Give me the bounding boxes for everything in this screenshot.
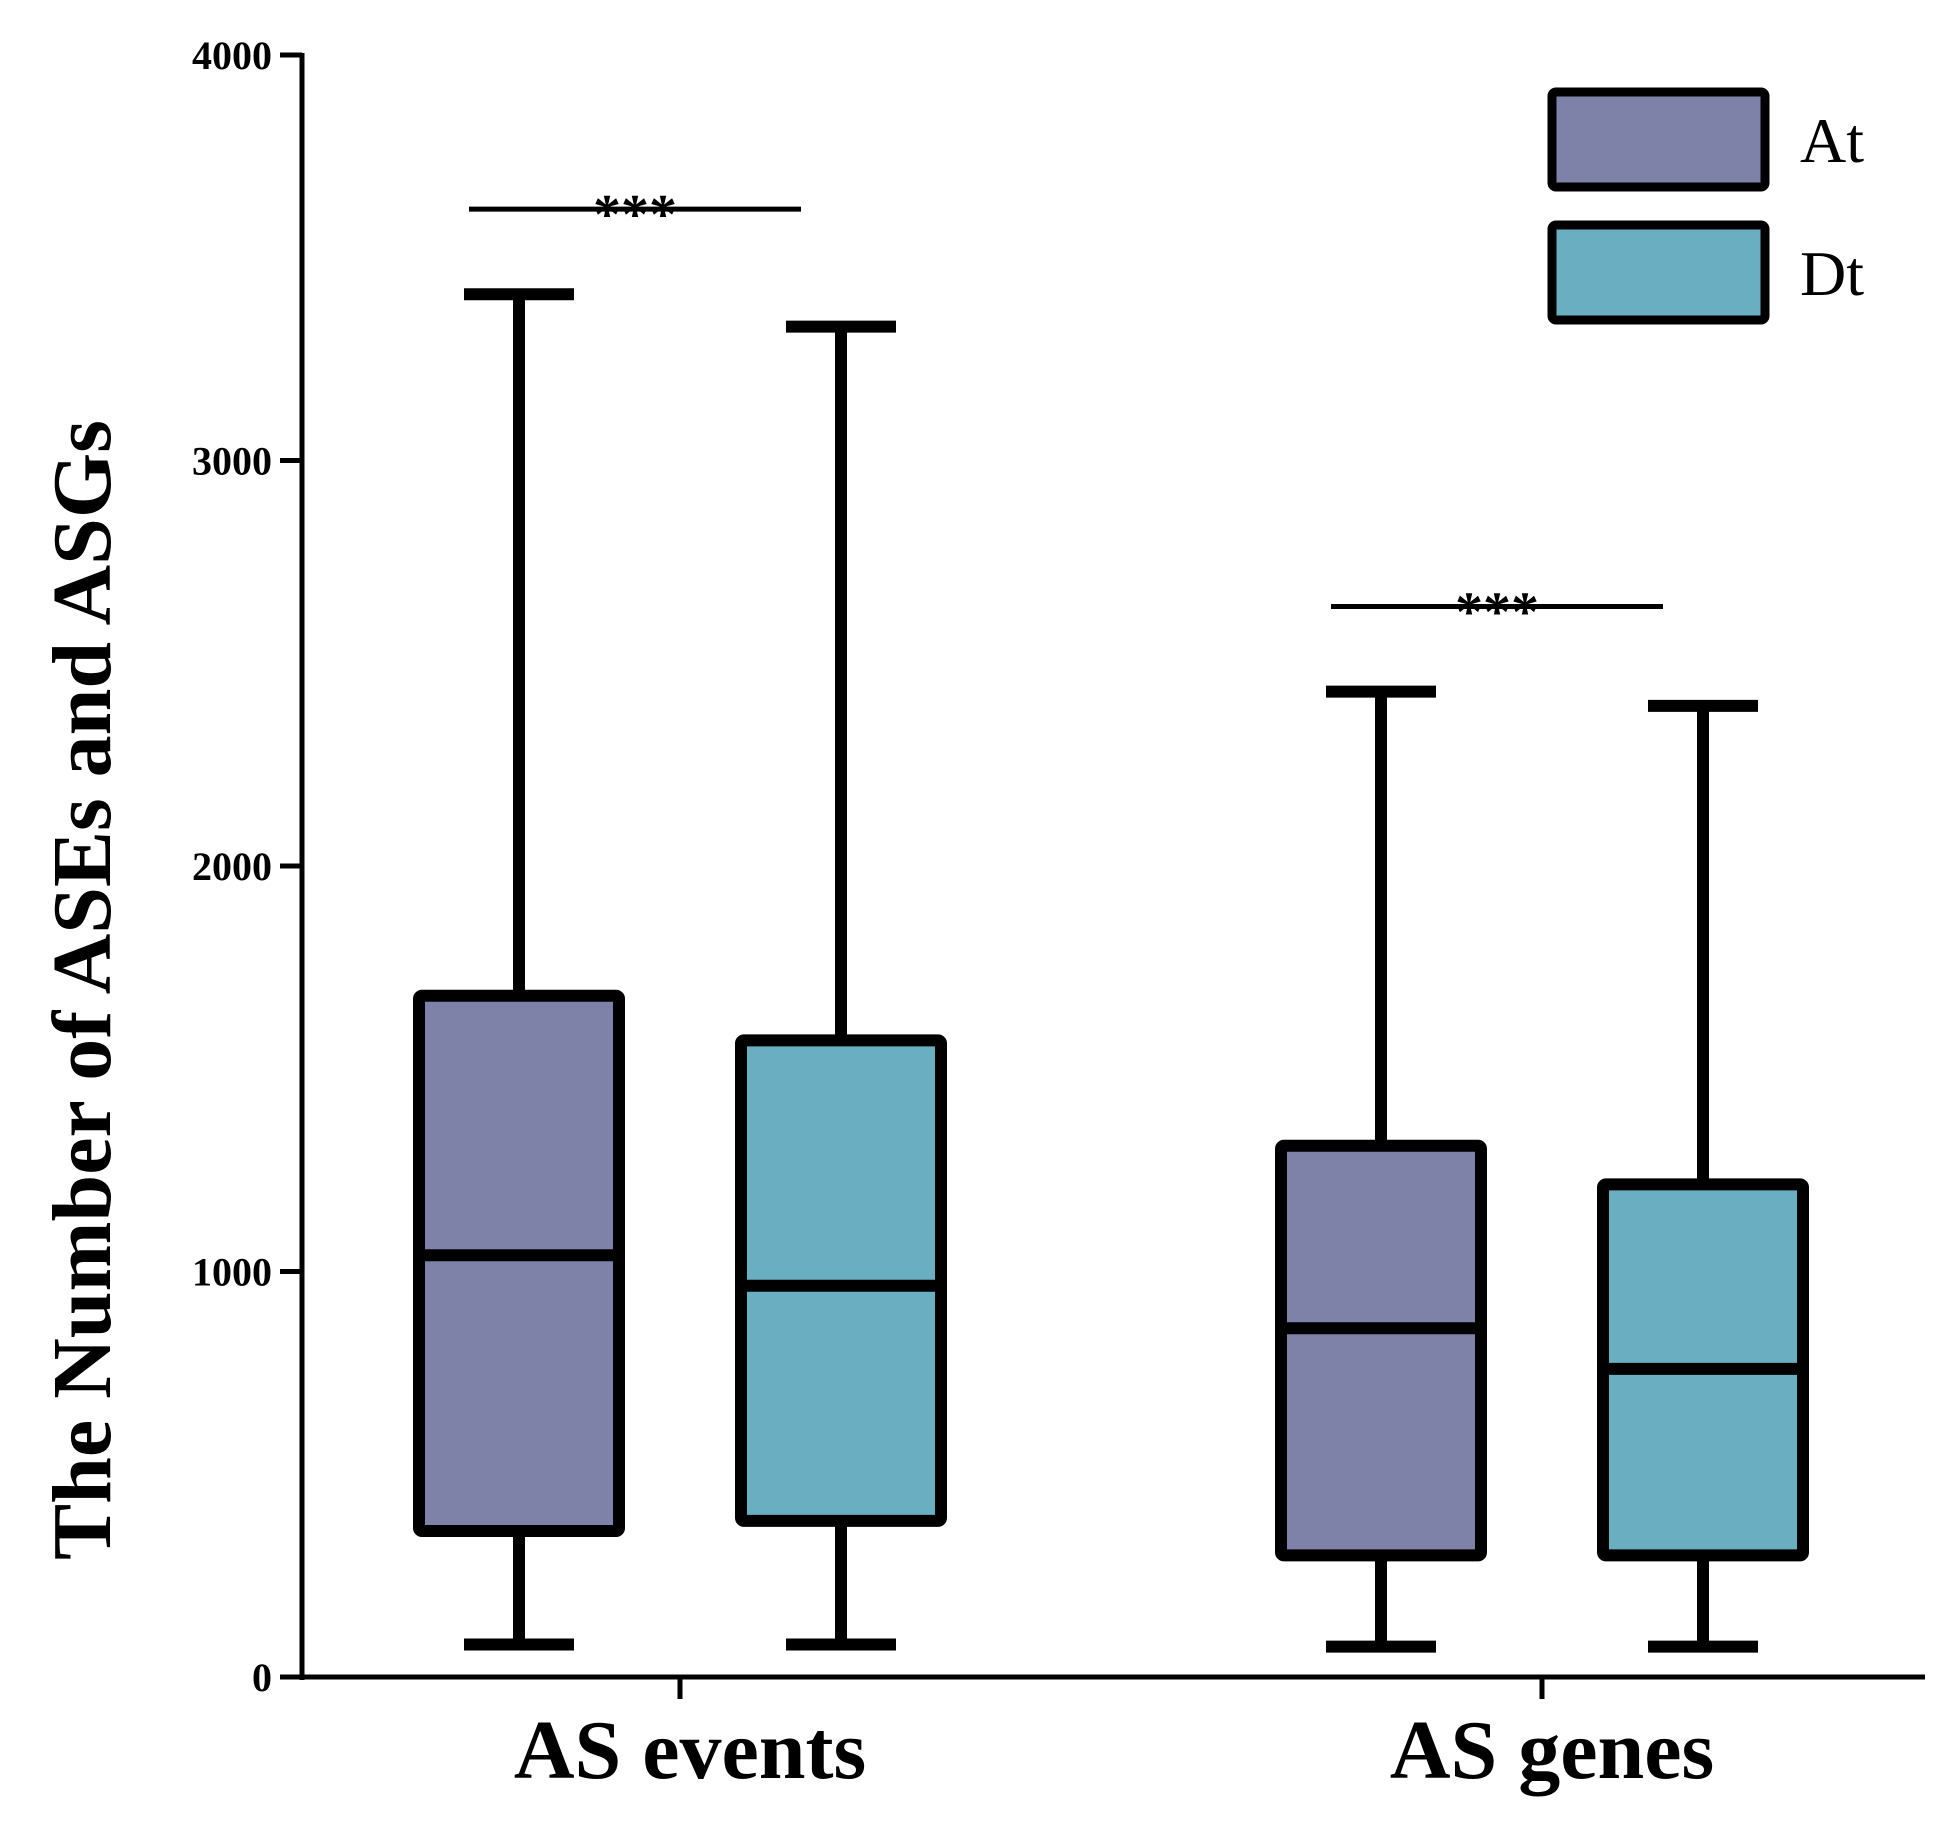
box-series — [413, 288, 1809, 1653]
y-tick-label: 4000 — [192, 33, 272, 78]
legend-label-at: At — [1800, 105, 1864, 176]
iqr-box — [1275, 1139, 1487, 1562]
box-dt-as-events — [735, 320, 947, 1651]
box-dt-as-genes — [1597, 699, 1809, 1653]
y-axis-label: The Number of ASEs and ASGs — [36, 420, 129, 1560]
box-at-as-genes — [1275, 685, 1487, 1653]
legend-swatch-at — [1547, 87, 1770, 192]
y-tick-label: 2000 — [192, 844, 272, 889]
y-tick-label: 0 — [252, 1655, 272, 1700]
legend-swatch-dt — [1547, 220, 1770, 325]
x-category-label: AS genes — [1390, 1704, 1714, 1797]
significance-annotations: *** *** — [469, 184, 1663, 643]
y-tick-label: 1000 — [192, 1250, 272, 1295]
iqr-box — [413, 989, 625, 1538]
legend-label-dt: Dt — [1800, 238, 1864, 309]
legend: At Dt — [1547, 87, 1864, 325]
y-tick-label: 3000 — [192, 439, 272, 484]
axes: 0 1000 2000 3000 4000 AS events AS genes — [192, 33, 1925, 1797]
significance-label: *** — [1455, 581, 1539, 643]
box-at-as-events — [413, 288, 625, 1651]
significance-label: *** — [593, 184, 677, 246]
x-category-label: AS events — [514, 1704, 866, 1797]
